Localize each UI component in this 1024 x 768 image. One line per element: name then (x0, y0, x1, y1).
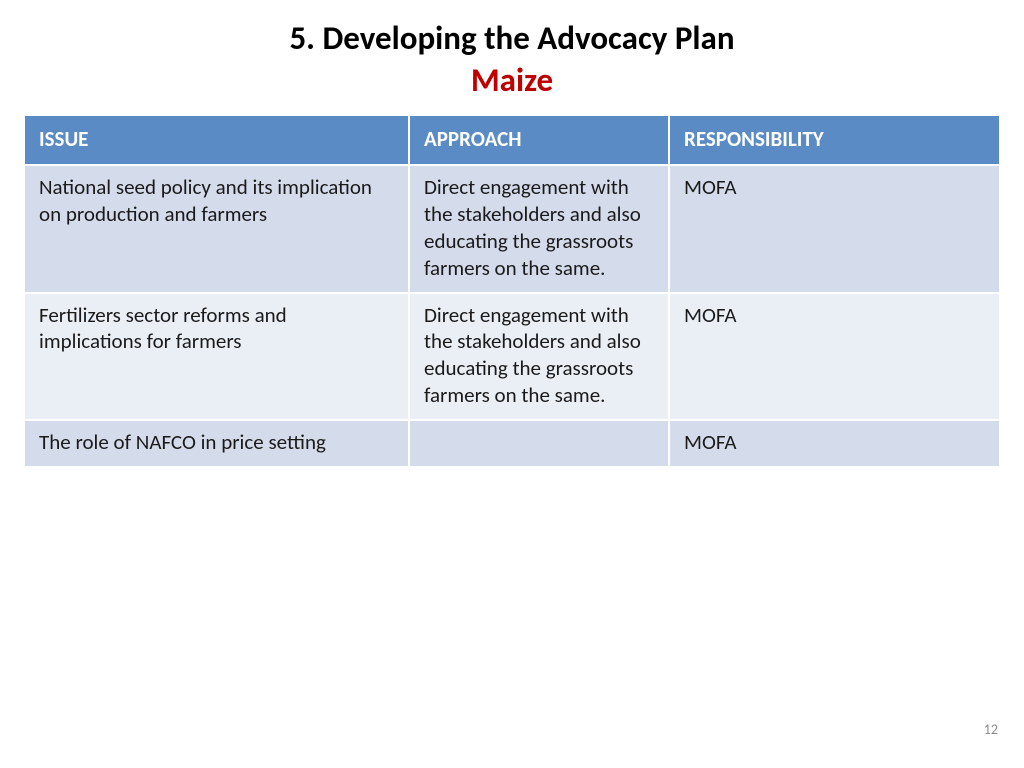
cell-approach: Direct engagement with the stakeholders … (409, 293, 669, 421)
page-number: 12 (984, 721, 998, 738)
table-row: Fertilizers sector reforms and implicati… (24, 293, 1000, 421)
cell-responsibility: MOFA (669, 420, 1000, 467)
slide-subtitle: Maize (0, 60, 1024, 100)
cell-issue: Fertilizers sector reforms and implicati… (24, 293, 409, 421)
cell-approach: Direct engagement with the stakeholders … (409, 165, 669, 293)
table-row: The role of NAFCO in price setting MOFA (24, 420, 1000, 467)
cell-issue: National seed policy and its implication… (24, 165, 409, 293)
col-header-approach: APPROACH (409, 115, 669, 165)
slide-title: 5. Developing the Advocacy Plan (0, 18, 1024, 58)
col-header-responsibility: RESPONSIBILITY (669, 115, 1000, 165)
cell-approach (409, 420, 669, 467)
advocacy-table: ISSUE APPROACH RESPONSIBILITY National s… (23, 114, 1001, 468)
col-header-issue: ISSUE (24, 115, 409, 165)
title-block: 5. Developing the Advocacy Plan Maize (0, 0, 1024, 114)
cell-responsibility: MOFA (669, 165, 1000, 293)
cell-responsibility: MOFA (669, 293, 1000, 421)
table-row: National seed policy and its implication… (24, 165, 1000, 293)
cell-issue: The role of NAFCO in price setting (24, 420, 409, 467)
table-header-row: ISSUE APPROACH RESPONSIBILITY (24, 115, 1000, 165)
